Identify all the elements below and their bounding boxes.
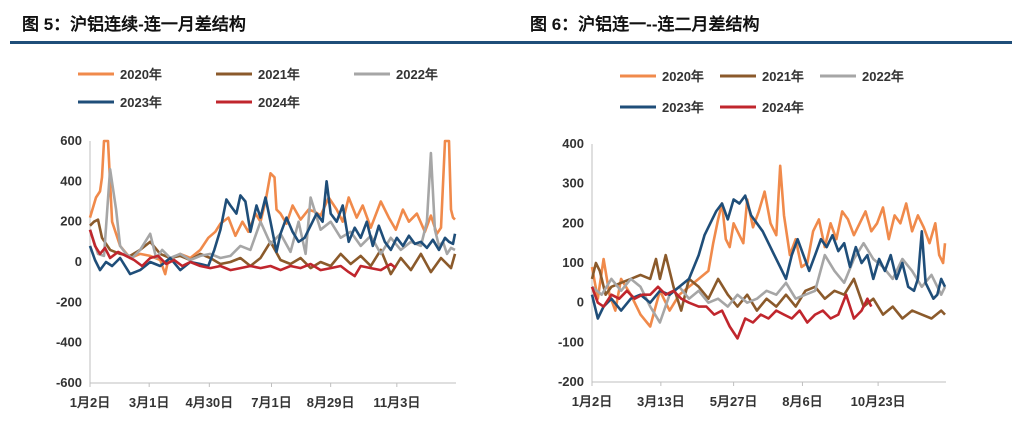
fig6-y-tick-label: 200 [562,215,584,230]
fig6-x-tick-label: 1月2日 [572,394,612,409]
fig6-x-tick-label: 8月6日 [782,394,822,409]
title-divider [10,41,1012,44]
fig5-legend-label: 2020年 [120,67,162,82]
fig5-x-tick-label: 1月2日 [70,395,110,410]
fig6-x-tick-label: 10月23日 [851,394,906,409]
chart-fig5: 600 400 200 0 -200 -400 -600 1月2日 3月1日 4月30日 7月1日 8… [56,67,457,410]
fig5-y-tick-label: 0 [75,254,82,269]
fig6-y-tick-label: -200 [558,374,584,389]
fig5-legend-label: 2024年 [258,95,300,110]
fig6-y-tick-label: 100 [562,255,584,270]
fig6-series-line-2020 [590,164,947,328]
fig5-y-tick-label: 200 [60,214,82,229]
fig5-legend-label: 2021年 [258,67,300,82]
fig5-series-line-2023 [88,180,457,276]
fig5-series-line-2020 [88,139,456,276]
fig5-x-tick-label: 7月1日 [251,395,291,410]
fig5-x-tick-label: 8月29日 [307,395,355,410]
fig6-series-line-2022 [591,241,947,324]
fig5-x-tick-label: 11月3日 [373,395,420,410]
fig5-y-tick-label: -200 [56,294,82,309]
chart-fig6: 400 300 200 100 0 -100 -200 1月2日 3月13日 5月27日 8月6日 1… [558,69,947,409]
fig5-x-tick-label: 3月1日 [129,395,169,410]
fig6-y-tick-label: 300 [562,176,584,191]
fig6-legend-label: 2021年 [762,69,804,84]
fig5-y-tick-label: -400 [56,335,82,350]
fig5-x-tick-label: 4月30日 [185,395,233,410]
fig6-y-tick-label: 0 [577,295,584,310]
fig5-y-tick-label: 400 [60,173,82,188]
fig6-series-line-2021 [590,253,946,320]
fig5-legend-label: 2023年 [120,95,162,110]
fig5-y-tick-label: -600 [56,375,82,390]
fig6-y-tick-label: 400 [562,136,584,151]
fig6-series-line-2024 [590,285,873,340]
fig5-y-tick-label: 600 [60,133,82,148]
figure-5-title: 图 5：沪铝连续-连一月差结构 [22,15,246,34]
fig6-x-tick-label: 3月13日 [637,394,685,409]
fig6-legend-label: 2023年 [662,100,704,115]
fig6-legend-label: 2024年 [762,100,804,115]
figure-6-title: 图 6：沪铝连一--连二月差结构 [530,15,760,34]
fig5-series-line-2024 [88,229,397,278]
fig6-legend-label: 2022年 [862,69,904,84]
fig6-legend-label: 2020年 [662,69,704,84]
fig6-y-tick-label: -100 [558,334,584,349]
fig5-legend-label: 2022年 [396,67,438,82]
fig6-x-tick-label: 5月27日 [710,394,758,409]
fig5-series-line-2021 [89,218,457,276]
